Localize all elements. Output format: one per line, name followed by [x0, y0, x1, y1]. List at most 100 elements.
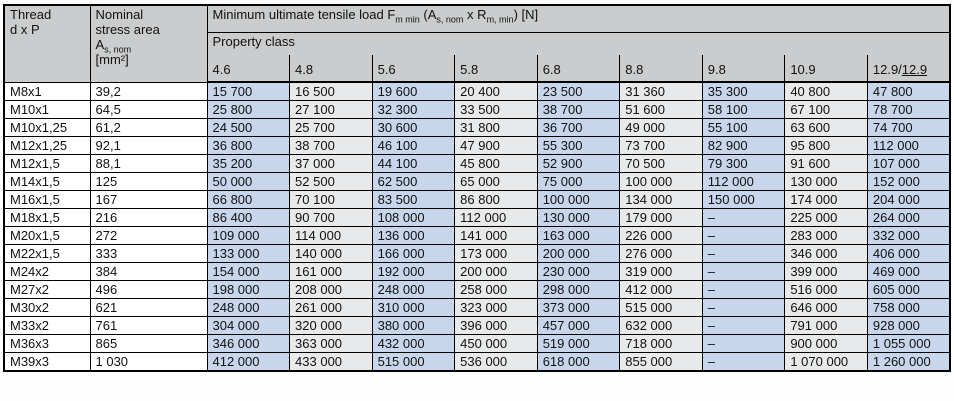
value-cell: 19 600	[371, 81, 456, 101]
value-cell: 283 000	[784, 226, 868, 245]
value-cell: –	[701, 280, 786, 299]
value-cell: 25 700	[289, 118, 373, 137]
value-cell: 396 000	[454, 316, 538, 335]
value-cell: 1 260 000	[866, 352, 951, 372]
value-cell: 20 400	[454, 81, 538, 101]
value-cell: 134 000	[619, 190, 703, 209]
value-cell: 150 000	[701, 190, 786, 209]
value-cell: 73 700	[619, 136, 703, 155]
class-header-9-8: 9.8	[701, 55, 786, 83]
value-cell: 33 500	[454, 100, 538, 119]
value-cell: 52 900	[536, 154, 621, 173]
value-cell: 109 000	[206, 226, 291, 245]
table-row: M10x1 64,5 25 800 27 100 32 300 33 500 3…	[3, 100, 951, 119]
table-row: M39x3 1 030 412 000 433 000 515 000 536 …	[3, 352, 951, 372]
tensile-load-table: Thread d x P Nominal stress area As, nom…	[3, 4, 951, 372]
thread-cell: M24x2	[3, 262, 91, 281]
value-cell: 1 055 000	[866, 334, 951, 353]
value-cell: 49 000	[619, 118, 703, 137]
value-cell: 332 000	[866, 226, 951, 245]
value-cell: –	[701, 352, 786, 372]
value-cell: 50 000	[206, 172, 291, 191]
stress-area-unit: [mm²]	[95, 52, 129, 67]
value-cell: 319 000	[619, 262, 703, 281]
value-cell: 758 000	[866, 298, 951, 317]
value-cell: 44 100	[371, 154, 456, 173]
value-cell: 200 000	[536, 244, 621, 263]
value-cell: 67 100	[784, 100, 868, 119]
table-row: M12x1,25 92,1 36 800 38 700 46 100 47 90…	[3, 136, 951, 155]
thread-cell: M20x1,5	[3, 226, 91, 245]
value-cell: 469 000	[866, 262, 951, 281]
value-cell: –	[701, 334, 786, 353]
value-cell: 58 100	[701, 100, 786, 119]
area-cell: 61,2	[89, 118, 208, 137]
value-cell: 174 000	[784, 190, 868, 209]
class-header-12-9: 12.9/12.9	[866, 55, 951, 83]
thread-header-line1: Thread	[10, 7, 52, 22]
area-cell: 272	[89, 226, 208, 245]
class-header-12-9-underlined: 12.9	[901, 62, 928, 77]
thread-cell: M14x1,5	[3, 172, 91, 191]
thread-cell: M18x1,5	[3, 208, 91, 227]
value-cell: 112 000	[454, 208, 538, 227]
value-cell: 36 700	[536, 118, 621, 137]
value-cell: 70 500	[619, 154, 703, 173]
value-cell: 100 000	[619, 172, 703, 191]
value-cell: 45 800	[454, 154, 538, 173]
value-cell: 51 600	[619, 100, 703, 119]
value-cell: 258 000	[454, 280, 538, 299]
value-cell: 261 000	[289, 298, 373, 317]
value-cell: 200 000	[454, 262, 538, 281]
area-cell: 92,1	[89, 136, 208, 155]
value-cell: –	[701, 244, 786, 263]
value-cell: 37 000	[289, 154, 373, 173]
value-cell: 432 000	[371, 334, 456, 353]
table-row: M24x2 384 154 000 161 000 192 000 200 00…	[3, 262, 951, 281]
class-header-4-6: 4.6	[206, 55, 291, 83]
load-title-part1: Minimum ultimate tensile load F	[212, 7, 396, 22]
thread-cell: M12x1,25	[3, 136, 91, 155]
area-cell: 216	[89, 208, 208, 227]
value-cell: 55 100	[701, 118, 786, 137]
value-cell: 107 000	[866, 154, 951, 173]
value-cell: 516 000	[784, 280, 868, 299]
value-cell: 74 700	[866, 118, 951, 137]
header-row-property-class: Property class	[4, 32, 951, 55]
value-cell: 70 100	[289, 190, 373, 209]
value-cell: 62 500	[371, 172, 456, 191]
class-header-8-8: 8.8	[619, 55, 703, 83]
thread-cell: M16x1,5	[3, 190, 91, 209]
value-cell: 100 000	[536, 190, 621, 209]
value-cell: 363 000	[289, 334, 373, 353]
value-cell: 605 000	[866, 280, 951, 299]
thread-cell: M36x3	[3, 334, 91, 353]
value-cell: 320 000	[289, 316, 373, 335]
value-cell: 632 000	[619, 316, 703, 335]
stress-area-header-line2: stress area	[95, 22, 160, 37]
value-cell: 36 800	[206, 136, 291, 155]
value-cell: 373 000	[536, 298, 621, 317]
value-cell: 47 800	[866, 81, 951, 101]
class-header-4-8: 4.8	[289, 55, 373, 83]
thread-cell: M39x3	[3, 352, 91, 372]
value-cell: 133 000	[206, 244, 291, 263]
value-cell: 173 000	[454, 244, 538, 263]
value-cell: 192 000	[371, 262, 456, 281]
load-title-sub1: m min	[395, 14, 420, 25]
value-cell: 346 000	[784, 244, 868, 263]
value-cell: 928 000	[866, 316, 951, 335]
value-cell: 31 360	[619, 81, 703, 101]
value-cell: 136 000	[371, 226, 456, 245]
value-cell: 161 000	[289, 262, 373, 281]
value-cell: 1 070 000	[784, 352, 868, 372]
class-header-5-8: 5.8	[454, 55, 538, 83]
class-header-5-6: 5.6	[371, 55, 456, 83]
value-cell: 35 200	[206, 154, 291, 173]
value-cell: 230 000	[536, 262, 621, 281]
value-cell: 79 300	[701, 154, 786, 173]
class-header-10-9: 10.9	[784, 55, 868, 83]
value-cell: 55 300	[536, 136, 621, 155]
value-cell: 310 000	[371, 298, 456, 317]
